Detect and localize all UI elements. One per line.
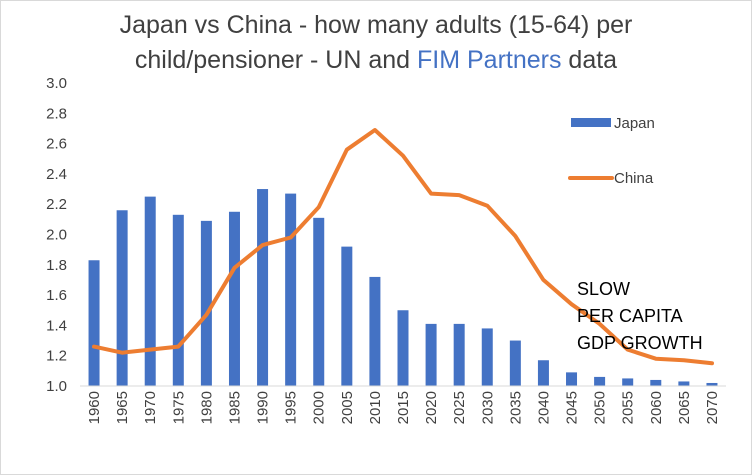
bar-japan [566,372,578,386]
bar-japan [537,360,549,386]
bar-japan [313,217,325,386]
title-suffix: data [561,46,617,74]
x-tick-label: 2060 [648,391,665,424]
bar-japan [594,376,606,386]
x-tick-label: 2010 [367,391,384,424]
bar-japan [200,220,212,386]
bar-japan [481,328,493,386]
y-tick-label: 1.2 [46,348,67,365]
x-tick-label: 1960 [86,391,103,424]
x-tick-label: 2040 [535,391,552,424]
x-tick-label: 1990 [255,391,272,424]
legend-label-japan: Japan [614,115,655,132]
bar-japan [425,323,437,386]
x-tick-label: 1970 [142,391,159,424]
annotation-line-1: SLOW [577,279,630,299]
bar-japan [144,196,156,386]
annotation-line-2: PER CAPITA [577,306,683,326]
annotation-line-3: GDP GROWTH [577,333,703,353]
y-axis-ticks: 1.0 1.2 1.4 1.6 1.8 2.0 2.2 2.4 2.6 2.8 3.0 [46,75,67,395]
x-tick-label: 2015 [395,391,412,424]
bar-japan [678,381,690,386]
chart-title-line-2: child/pensioner - UN and FIM Partners da… [135,46,617,74]
x-tick-label: 1995 [283,391,300,424]
legend-swatch-japan [571,118,611,127]
y-tick-label: 1.0 [46,378,67,395]
bar-japan [341,246,353,386]
bar-japan [453,323,465,386]
y-tick-label: 2.6 [46,136,67,153]
x-tick-label: 2065 [676,391,693,424]
line-china [92,128,714,366]
x-tick-label: 2005 [339,391,356,424]
bar-japan [650,379,662,386]
x-tick-label: 2030 [479,391,496,424]
x-tick-label: 1980 [198,391,215,424]
bar-japan [116,210,128,386]
x-tick-label: 2020 [423,391,440,424]
title-prefix: child/pensioner - UN and [135,46,417,74]
y-tick-label: 1.8 [46,257,67,274]
x-tick-label: 2045 [564,391,581,424]
bar-japan [257,189,269,386]
y-tick-label: 2.0 [46,227,67,244]
china-line [92,128,714,366]
y-tick-label: 1.4 [46,317,67,334]
bar-japan [228,211,240,386]
x-tick-label: 2050 [592,391,609,424]
x-tick-label: 1985 [226,391,243,424]
x-tick-label: 1965 [114,391,131,424]
x-tick-label: 2025 [451,391,468,424]
bar-japan [397,310,409,386]
legend-label-china: China [614,170,654,187]
bar-japan [88,260,100,386]
x-tick-label: 1975 [170,391,187,424]
x-tick-label: 2070 [704,391,721,424]
bar-japan [172,214,184,386]
y-tick-label: 2.4 [46,166,67,183]
bar-japan [622,378,634,386]
y-tick-label: 3.0 [46,75,67,92]
y-tick-label: 2.8 [46,105,67,122]
bar-japan [509,340,521,386]
title-highlight: FIM Partners [417,46,561,74]
bar-japan [285,193,297,386]
legend: Japan China [568,115,655,187]
y-tick-label: 1.6 [46,287,67,304]
x-tick-label: 2055 [620,391,637,424]
bar-japan [369,276,381,386]
x-tick-label: 2000 [311,391,328,424]
japan-bars [88,189,718,386]
x-tick-label: 2035 [507,391,524,424]
annotation: SLOW PER CAPITA GDP GROWTH [577,279,703,353]
bar-japan [706,382,718,386]
y-tick-label: 2.2 [46,196,67,213]
chart-title-line-1: Japan vs China - how many adults (15-64)… [120,11,633,39]
x-axis-ticks: 1960 1965 1970 1975 1980 1985 1990 1995 2000 2005… [86,391,721,424]
